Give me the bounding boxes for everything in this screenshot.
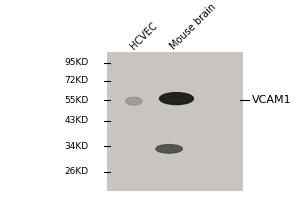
Text: 72KD: 72KD <box>64 76 88 85</box>
Ellipse shape <box>160 93 194 105</box>
Bar <box>107 52 243 191</box>
Text: HCVEC: HCVEC <box>128 21 159 52</box>
Text: Mouse brain: Mouse brain <box>168 2 218 52</box>
Text: VCAM1: VCAM1 <box>251 95 291 105</box>
Text: 55KD: 55KD <box>64 96 88 105</box>
Ellipse shape <box>126 97 142 105</box>
Text: 26KD: 26KD <box>64 167 88 176</box>
Text: 43KD: 43KD <box>64 116 88 125</box>
Ellipse shape <box>156 145 182 153</box>
Text: 34KD: 34KD <box>64 142 88 151</box>
Text: 95KD: 95KD <box>64 58 88 67</box>
